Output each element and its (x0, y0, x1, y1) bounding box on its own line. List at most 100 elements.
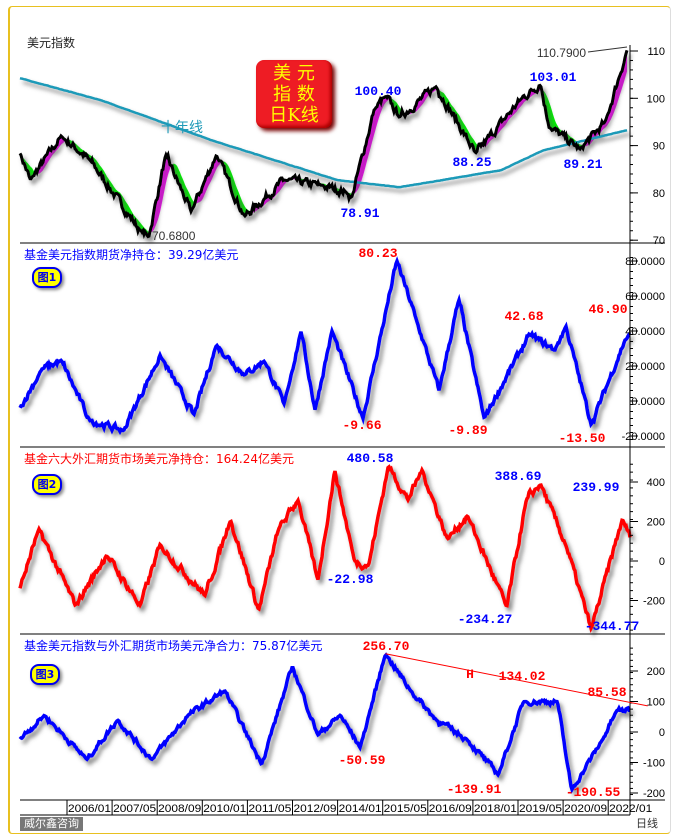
x-tick-label: 2016/09 (429, 803, 472, 815)
rising-fill (508, 113, 509, 121)
panel3-series-line (18, 652, 631, 794)
ten-year-ma-label: 十年线 (161, 120, 203, 136)
rising-fill (621, 71, 622, 92)
y-tick-label: 80.0000 (625, 256, 665, 268)
y-tick-label: 200 (647, 666, 665, 678)
panel2-series-line (18, 464, 632, 634)
badge-line: 指 数 (273, 84, 315, 105)
trend-value-label: 134.02 (499, 669, 546, 684)
x-tick-label: 2022/01 (609, 803, 652, 815)
y-tick-label: 0 (659, 556, 665, 568)
low-label: -50.59 (339, 753, 386, 768)
low-label: -234.27 (458, 612, 513, 627)
falling-fill (243, 203, 244, 215)
y-tick-label: 100 (647, 697, 665, 709)
rising-fill (504, 118, 505, 127)
dollar-index-badge: 美 元 指 数 日K线 (256, 60, 332, 128)
falling-fill (228, 165, 229, 179)
x-tick-label: 2007/05 (113, 803, 156, 815)
low-label: 78.91 (340, 206, 379, 221)
x-tick-label: 2018/01 (474, 803, 517, 815)
rising-fill (375, 107, 376, 132)
falling-fill (552, 110, 553, 131)
low-label: -22.98 (327, 572, 374, 587)
low-label: 88.25 (452, 155, 491, 170)
x-tick-label: 2020/09 (564, 803, 607, 815)
falling-fill (553, 114, 554, 131)
y-tick-label: 20.0000 (625, 361, 665, 373)
falling-fill (129, 206, 130, 216)
x-tick-label: 2019/05 (519, 803, 562, 815)
rising-fill (616, 85, 617, 107)
high-label: 103.01 (530, 70, 577, 85)
low-label: -9.66 (342, 418, 381, 433)
y-tick-label: 80 (653, 188, 665, 200)
window-frame (8, 6, 671, 834)
y-tick-label: 70 (653, 235, 665, 247)
y-tick-label: 100 (647, 93, 665, 105)
low-label: -344.77 (585, 619, 640, 634)
falling-fill (551, 107, 552, 131)
x-tick-label: 2011/05 (248, 803, 291, 815)
x-tick-label: 2015/05 (384, 803, 427, 815)
last-price-leader (587, 46, 628, 53)
panel1-title: 基金美元指数期货净持仓：39.29亿美元 (24, 248, 239, 262)
low-label: -190.55 (566, 785, 621, 800)
last-price-label: 110.7900 (537, 46, 586, 60)
brand-label: 威尔鑫咨询 (20, 817, 83, 831)
falling-fill (471, 135, 472, 145)
figure-3-badge: 图3 (30, 664, 60, 685)
trend-line (385, 653, 648, 707)
x-tick-label: 2006/01 (68, 803, 111, 815)
rising-fill (426, 90, 427, 99)
rising-fill (377, 103, 378, 125)
y-tick-label: -200 (643, 596, 665, 608)
panel3-title: 基金美元指数与外汇期货市场美元净合力：75.87亿美元 (24, 639, 323, 653)
y-tick-label: 110 (647, 46, 665, 58)
falling-fill (462, 120, 463, 132)
x-tick-label: 2008/09 (158, 803, 201, 815)
low-label: -139.91 (447, 782, 502, 797)
y-tick-label: 90 (653, 141, 665, 153)
rising-fill (383, 97, 384, 107)
dollar-index-price-line (18, 49, 629, 240)
high-label: 46.90 (588, 302, 627, 317)
y-tick-label: -200 (643, 788, 665, 800)
falling-fill (179, 170, 180, 186)
min-label: 70.6800 (152, 229, 196, 243)
rising-fill (374, 109, 375, 135)
panel1-series-line (18, 256, 632, 436)
period-label[interactable]: 日线 (634, 817, 660, 831)
low-label: 89.21 (563, 157, 602, 172)
y-tick-label: -20.0000 (622, 431, 665, 443)
y-tick-label: 200 (647, 517, 665, 529)
x-tick-label: 2014/01 (339, 803, 382, 815)
x-tick-label: 2010/01 (203, 803, 246, 815)
falling-fill (235, 182, 236, 203)
high-label: 42.68 (504, 309, 543, 324)
y-tick-label: 400 (647, 477, 665, 489)
falling-fill (112, 183, 113, 194)
low-label: -9.89 (448, 423, 487, 438)
x-tick-label: 2012/09 (294, 803, 337, 815)
figure-1-badge: 图1 (32, 267, 62, 288)
main-panel-title: 美元指数 (27, 36, 76, 50)
badge-line: 日K线 (269, 105, 319, 126)
y-tick-label: 0.0000 (631, 396, 665, 408)
rising-fill (363, 153, 364, 176)
trend-marker-label: H (466, 667, 474, 682)
high-label: 85.58 (587, 685, 626, 700)
figure-2-badge: 图2 (32, 474, 62, 495)
ten-year-ma-line (19, 77, 628, 189)
falling-fill (554, 117, 555, 129)
badge-line: 美 元 (273, 63, 315, 84)
panel2-title: 基金六大外汇期货市场美元净持仓：164.24亿美元 (24, 452, 294, 466)
max-label: 256.70 (363, 639, 410, 654)
high-label: 100.40 (355, 84, 402, 99)
y-tick-label: -100 (643, 758, 665, 770)
low-label: -13.50 (559, 431, 606, 446)
high-label: 388.69 (495, 469, 542, 484)
y-tick-label: 40.0000 (625, 326, 665, 338)
y-tick-label: 60.0000 (625, 291, 665, 303)
